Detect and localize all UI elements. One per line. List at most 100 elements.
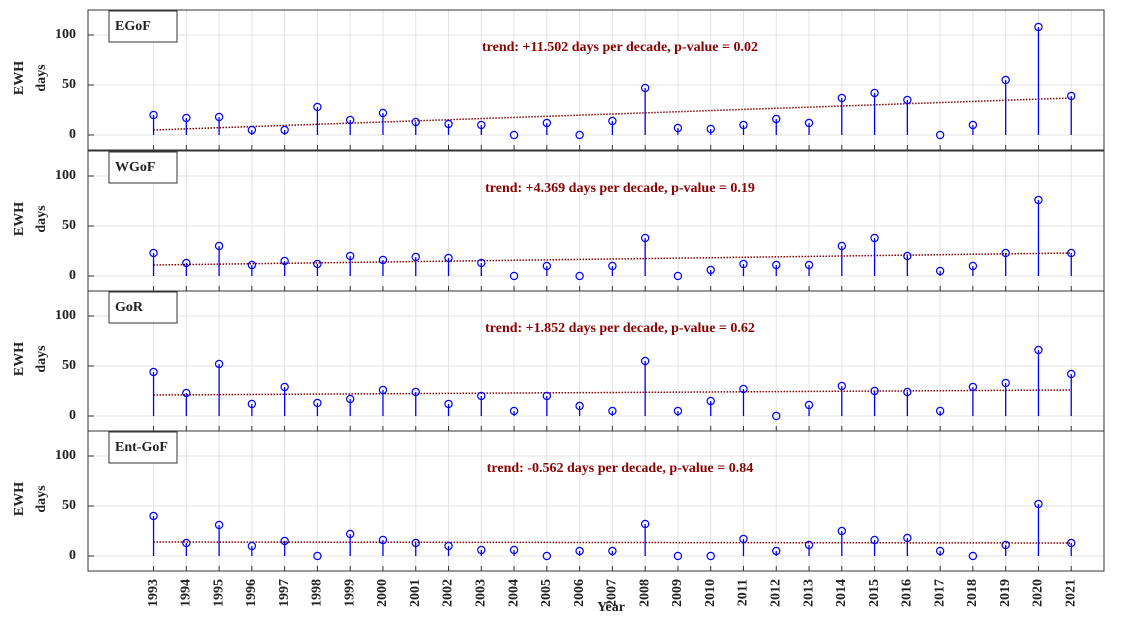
panel-title: EGoF (115, 19, 151, 34)
stem-marker (411, 387, 420, 397)
stem-marker (772, 546, 781, 556)
stem-marker (411, 252, 420, 262)
stem-marker (477, 545, 486, 555)
stem-marker (313, 259, 322, 269)
stem-marker (837, 381, 847, 391)
stem-marker (640, 519, 650, 529)
y-axis-label: days (34, 345, 49, 373)
title-box (108, 431, 178, 464)
stem-marker (1034, 345, 1043, 355)
stem-marker (411, 538, 420, 548)
stem-marker (378, 108, 388, 118)
x-tick-label: 1995 (211, 579, 226, 607)
panel-title: GoR (115, 300, 144, 315)
x-tick-label: 2009 (670, 579, 685, 607)
x-tick-label: 2005 (539, 579, 554, 607)
stem-marker (870, 386, 879, 396)
stem-marker (182, 258, 191, 268)
x-tick-label: 2003 (474, 579, 489, 607)
stem-marker (575, 130, 584, 140)
stem-marker (280, 536, 289, 546)
stem-marker (149, 367, 158, 377)
stem-marker (870, 88, 879, 98)
stem-marker (673, 551, 683, 561)
stem-marker (935, 406, 945, 416)
y-tick-label: 0 (69, 408, 76, 423)
stem-marker (444, 253, 453, 263)
stem-marker (935, 266, 945, 276)
stem-marker (640, 83, 650, 93)
y-axis-label: days (34, 485, 49, 513)
stem-marker (575, 401, 584, 411)
stem-marker (1067, 538, 1076, 548)
y-tick-label: 0 (69, 127, 76, 142)
x-tick-label: 1998 (310, 579, 325, 607)
stem-marker (706, 265, 715, 275)
stem-marker (706, 551, 715, 561)
stem-marker (247, 260, 257, 270)
stem-marker (149, 511, 158, 521)
stem-marker (1067, 91, 1076, 101)
stem-marker (509, 406, 519, 416)
stem-marker (673, 123, 683, 133)
stem-marker (477, 120, 486, 130)
x-tick-label: 2004 (506, 579, 521, 607)
stem-marker (214, 241, 224, 251)
x-tick-label: 2010 (703, 579, 718, 607)
plot-area (88, 10, 1104, 150)
stem-marker (313, 398, 322, 408)
stem-marker (345, 251, 355, 261)
stem-marker (968, 551, 978, 561)
stem-marker (378, 385, 388, 395)
stem-marker (1034, 22, 1043, 32)
stem-marker (739, 534, 748, 544)
y-tick-label: 50 (62, 218, 76, 233)
x-tick-label: 1996 (244, 579, 259, 607)
stem-marker (509, 130, 519, 140)
stem-marker (575, 271, 584, 281)
stem-marker (903, 251, 912, 261)
x-tick-label: 2012 (768, 579, 783, 607)
subplot: 0 50 100 WGoF trend: +4.369 days per decade,… (12, 150, 1105, 292)
stem-marker (542, 391, 552, 401)
plot-area (88, 291, 1104, 431)
x-tick-label: 2016 (900, 579, 915, 607)
panel-title: Ent-GoF (115, 440, 168, 455)
stem-marker (149, 110, 158, 120)
x-tick-label: 2011 (736, 579, 751, 606)
x-tick-label: 2018 (965, 579, 980, 607)
annotation: trend: +11.502 days per decade, p-value … (482, 40, 758, 55)
subplot: 1993 1994 1995 1996 1997 1998 1999 2000 2001 2002… (12, 430, 1105, 615)
x-tick-label: 2002 (441, 579, 456, 607)
x-tick-label: 2014 (834, 579, 849, 607)
stem-marker (608, 406, 617, 416)
annotation: trend: -0.562 days per decade, p-value =… (487, 461, 753, 476)
panel-title: WGoF (115, 160, 155, 175)
stem-marker (345, 529, 355, 539)
x-tick-label: 2001 (408, 579, 423, 607)
stem-marker (968, 382, 978, 392)
stem-marker (706, 396, 715, 406)
stem-marker (477, 258, 486, 268)
stem-marker (542, 261, 552, 271)
stem-marker (1067, 369, 1076, 379)
stem-marker (182, 538, 191, 548)
title-box (108, 151, 178, 184)
y-axis-label: EWH (12, 342, 27, 376)
stem-marker (739, 384, 748, 394)
stem-marker (608, 261, 617, 271)
x-tick-label: 2021 (1063, 579, 1078, 607)
stem-marker (280, 125, 289, 135)
stem-marker (804, 540, 814, 550)
stem-marker (837, 93, 847, 103)
x-tick-label: 2015 (867, 579, 882, 607)
y-tick-label: 0 (69, 548, 76, 563)
axes-frame (87, 9, 1105, 151)
y-axis-label: EWH (12, 482, 27, 516)
stem-marker (903, 387, 912, 397)
plot-area (88, 151, 1104, 291)
stem-marker (378, 535, 388, 545)
stem-marker (608, 546, 617, 556)
y-tick-label: 100 (55, 168, 76, 183)
stem-marker (837, 241, 847, 251)
